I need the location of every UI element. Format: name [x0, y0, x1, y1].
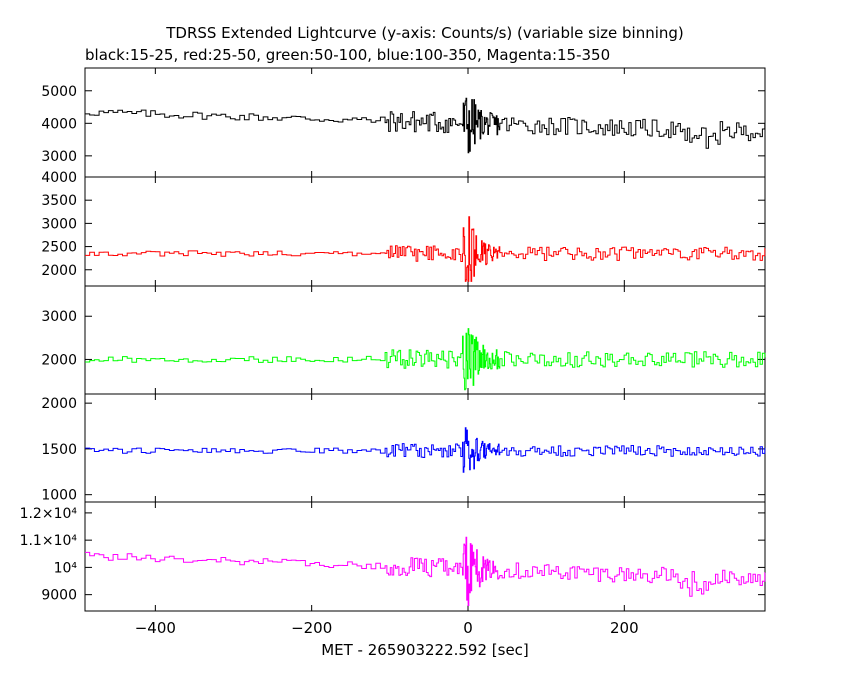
y-tick-label: 2000: [41, 263, 77, 279]
y-tick-label: 9000: [41, 588, 77, 604]
chart-title-line1: TDRSS Extended Lightcurve (y-axis: Count…: [165, 24, 684, 42]
y-tick-label: 1.1×10⁴: [20, 533, 78, 549]
series-line-4: [85, 427, 766, 473]
panel-frame: [84, 501, 766, 612]
y-tick-label: 4000: [41, 170, 77, 186]
panel-3: 2000 3000: [41, 285, 766, 395]
y-tick-label: 3000: [41, 216, 77, 232]
x-tick-label: 0: [463, 619, 473, 637]
y-tick-label: 1500: [41, 442, 77, 458]
panel-5: 9000 10⁴ 1.1×10⁴ 1.2×10⁴: [20, 501, 766, 612]
y-tick-label: 1.2×10⁴: [20, 506, 78, 522]
panel-2: 2000 2500 3000 3500 4000: [41, 170, 766, 287]
panels-group: 3000400050002000250030003500400020003000…: [20, 67, 766, 637]
y-tick-label: 4000: [41, 116, 77, 132]
series-line-2: [85, 216, 766, 282]
series-line-5: [85, 536, 766, 606]
x-tick-label: 200: [610, 619, 639, 637]
panel-frame: [84, 176, 766, 287]
y-tick-label: 3000: [41, 149, 77, 165]
chart-title-line2: black:15-25, red:25-50, green:50-100, bl…: [85, 46, 610, 64]
series-line-3: [85, 328, 766, 391]
y-tick-label: 10⁴: [54, 560, 78, 576]
y-tick-label: 2500: [41, 240, 77, 256]
y-tick-label: 2000: [41, 352, 77, 368]
panel-1: 3000 4000 5000: [41, 67, 766, 178]
y-tick-label: 3000: [41, 309, 77, 325]
y-tick-label: 1000: [41, 488, 77, 504]
series-line-1: [85, 97, 766, 154]
x-axis-label: MET - 265903222.592 [sec]: [321, 641, 529, 659]
panel-frame: [84, 67, 766, 178]
x-tick-label: −400: [135, 619, 176, 637]
y-tick-label: 3500: [41, 193, 77, 209]
x-tick-label: −200: [291, 619, 332, 637]
y-tick-label: 2000: [41, 396, 77, 412]
y-tick-label: 5000: [41, 84, 77, 100]
panel-4: 1000 1500 2000: [41, 393, 766, 504]
panel-frame: [84, 285, 766, 395]
